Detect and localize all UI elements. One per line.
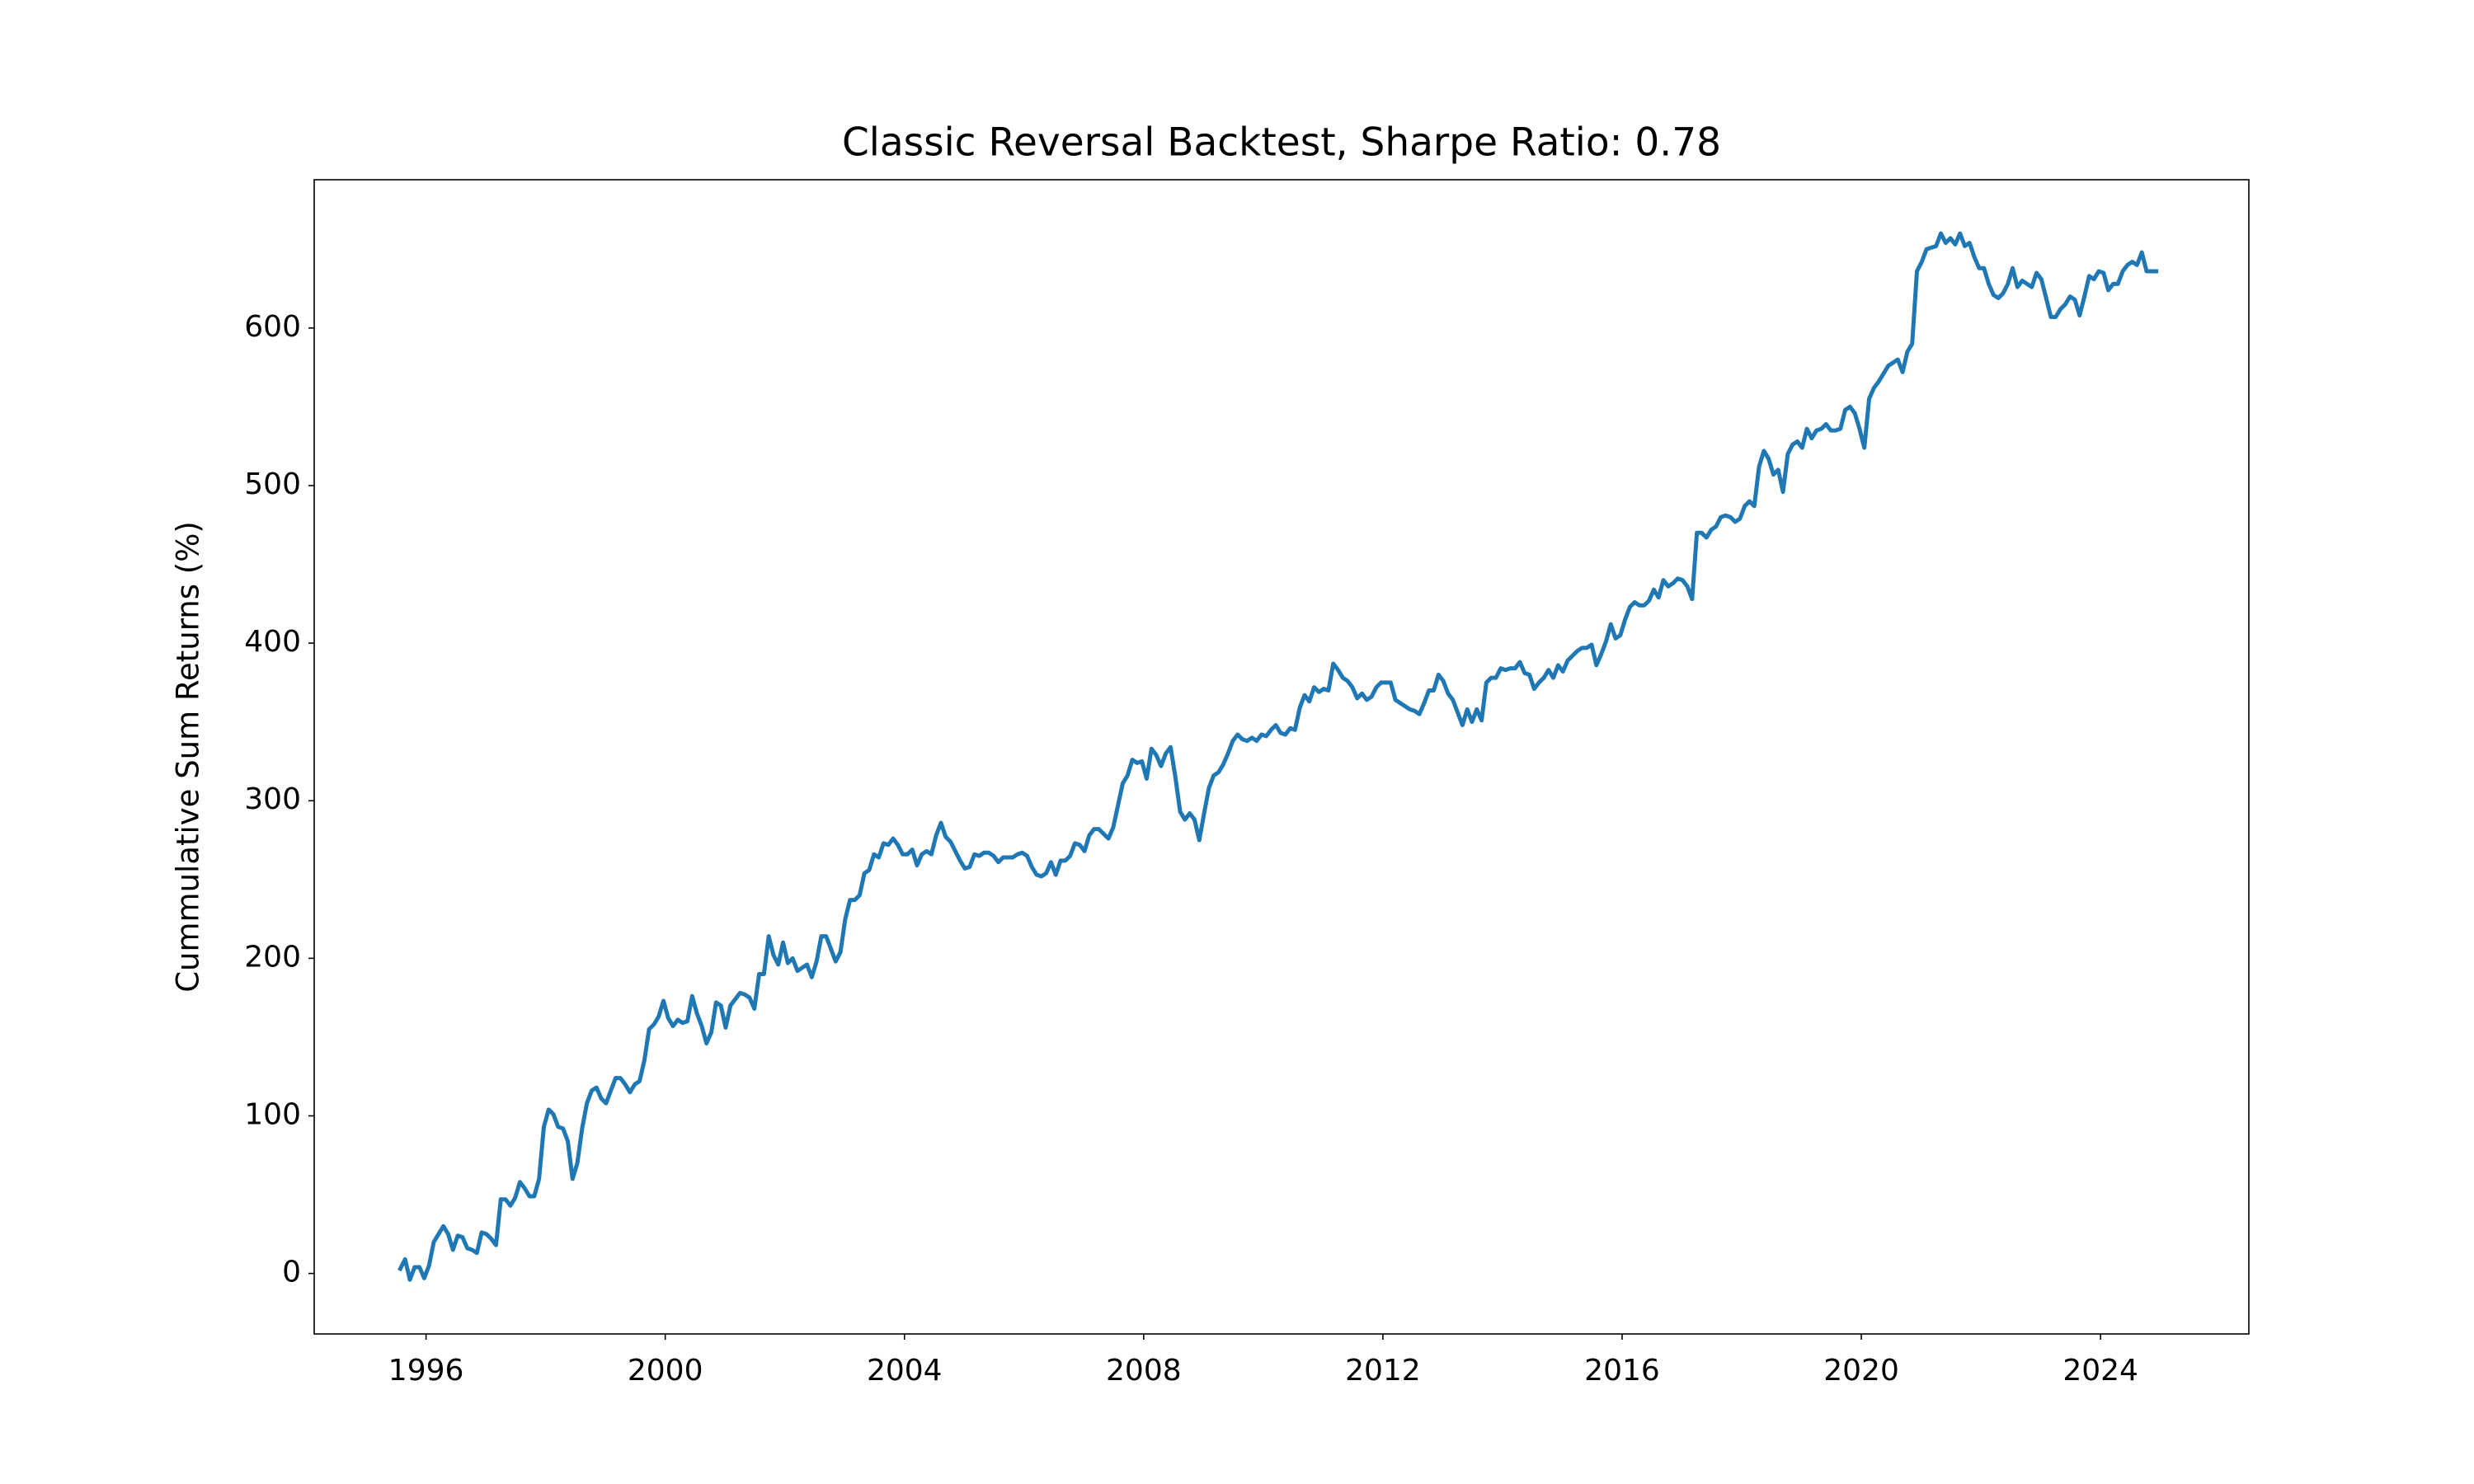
x-tick-label: 2024 (2062, 1354, 2138, 1388)
y-tick-label: 0 (282, 1256, 301, 1289)
x-tick-label: 2004 (867, 1354, 943, 1388)
y-tick-label: 300 (244, 782, 301, 816)
y-tick-label: 500 (244, 467, 301, 501)
y-tick-label: 400 (244, 625, 301, 659)
x-tick-label: 2012 (1345, 1354, 1421, 1388)
x-tick-label: 1996 (388, 1354, 464, 1388)
x-tick-label: 2000 (628, 1354, 703, 1388)
x-tick-label: 2016 (1584, 1354, 1660, 1388)
y-tick-label: 600 (244, 310, 301, 344)
chart-title: Classic Reversal Backtest, Sharpe Ratio:… (842, 120, 1721, 166)
x-tick-label: 2008 (1106, 1354, 1182, 1388)
plot-frame (313, 179, 2250, 1335)
y-axis-label: Cummulative Sum Returns (%) (171, 521, 206, 993)
x-tick-label: 2020 (1823, 1354, 1899, 1388)
y-tick-label: 100 (244, 1097, 301, 1131)
data-line (397, 231, 2159, 1282)
y-tick-label: 200 (244, 940, 301, 974)
